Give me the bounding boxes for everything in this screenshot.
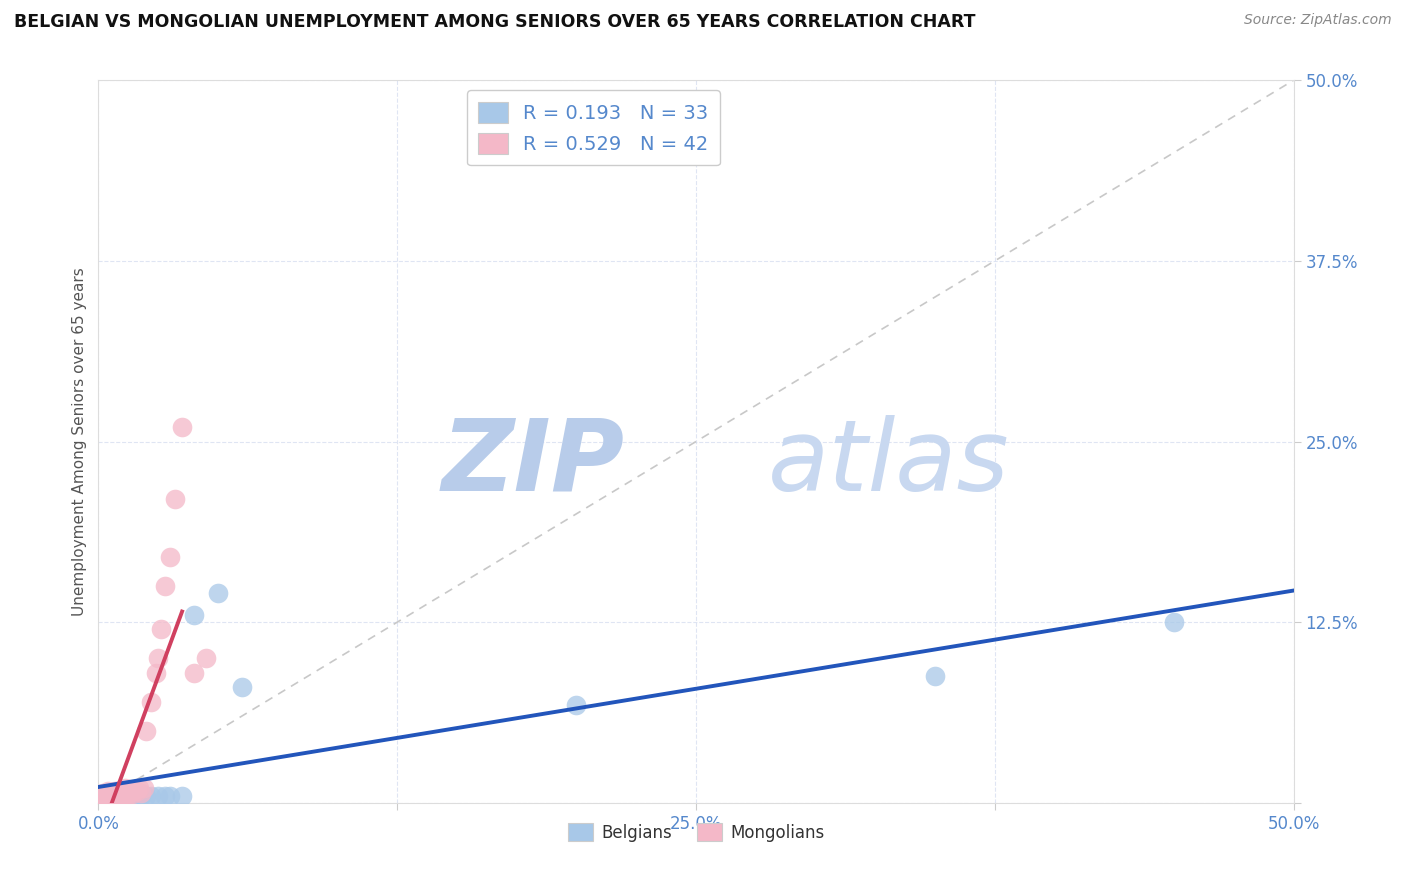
Point	[114, 787, 136, 801]
Text: atlas: atlas	[768, 415, 1010, 512]
Point	[145, 665, 167, 680]
Point	[148, 651, 170, 665]
Point	[115, 789, 138, 803]
Point	[125, 784, 148, 798]
Point	[94, 787, 117, 801]
Text: ZIP: ZIP	[441, 415, 624, 512]
Point	[104, 784, 127, 798]
Point	[90, 787, 112, 801]
Point	[135, 789, 157, 803]
Point	[90, 789, 112, 803]
Point	[115, 789, 138, 803]
Point	[111, 789, 134, 803]
Point	[924, 668, 946, 682]
Point	[114, 781, 136, 796]
Text: Source: ZipAtlas.com: Source: ZipAtlas.com	[1244, 13, 1392, 28]
Point	[107, 786, 129, 800]
Point	[118, 789, 141, 803]
Point	[139, 789, 162, 803]
Point	[108, 789, 131, 803]
Point	[183, 665, 205, 680]
Point	[124, 789, 146, 803]
Point	[207, 586, 229, 600]
Point	[114, 789, 136, 803]
Point	[111, 789, 134, 803]
Point	[195, 651, 218, 665]
Point	[163, 492, 186, 507]
Point	[91, 789, 114, 803]
Point	[98, 786, 122, 800]
Point	[135, 723, 157, 738]
Point	[97, 784, 120, 798]
Point	[149, 623, 172, 637]
Point	[565, 698, 588, 712]
Point	[107, 789, 129, 803]
Y-axis label: Unemployment Among Seniors over 65 years: Unemployment Among Seniors over 65 years	[72, 268, 87, 615]
Point	[121, 787, 143, 801]
Point	[97, 789, 120, 803]
Point	[98, 789, 122, 803]
Point	[90, 789, 112, 803]
Point	[108, 782, 131, 797]
Point	[155, 579, 177, 593]
Point	[91, 786, 114, 800]
Point	[124, 782, 146, 797]
Point	[98, 789, 122, 803]
Point	[94, 789, 117, 803]
Point	[132, 781, 155, 796]
Point	[111, 789, 134, 803]
Point	[118, 786, 141, 800]
Point	[115, 784, 138, 798]
Point	[91, 789, 114, 803]
Point	[104, 789, 127, 803]
Point	[159, 550, 181, 565]
Point	[131, 789, 153, 803]
Point	[97, 789, 120, 803]
Point	[159, 789, 181, 803]
Point	[128, 781, 150, 796]
Point	[139, 695, 162, 709]
Point	[101, 789, 124, 803]
Point	[128, 789, 150, 803]
Point	[172, 420, 194, 434]
Point	[172, 789, 194, 803]
Point	[148, 789, 170, 803]
Point	[131, 786, 153, 800]
Legend: Belgians, Mongolians: Belgians, Mongolians	[561, 817, 831, 848]
Point	[94, 789, 117, 803]
Point	[108, 787, 131, 801]
Point	[101, 789, 124, 803]
Point	[111, 784, 134, 798]
Point	[107, 789, 129, 803]
Point	[231, 680, 253, 694]
Point	[101, 787, 124, 801]
Point	[90, 789, 112, 803]
Point	[104, 789, 127, 803]
Text: BELGIAN VS MONGOLIAN UNEMPLOYMENT AMONG SENIORS OVER 65 YEARS CORRELATION CHART: BELGIAN VS MONGOLIAN UNEMPLOYMENT AMONG …	[14, 13, 976, 31]
Point	[125, 789, 148, 803]
Point	[124, 789, 146, 803]
Point	[1163, 615, 1185, 630]
Point	[121, 789, 143, 803]
Point	[183, 607, 205, 622]
Point	[155, 789, 177, 803]
